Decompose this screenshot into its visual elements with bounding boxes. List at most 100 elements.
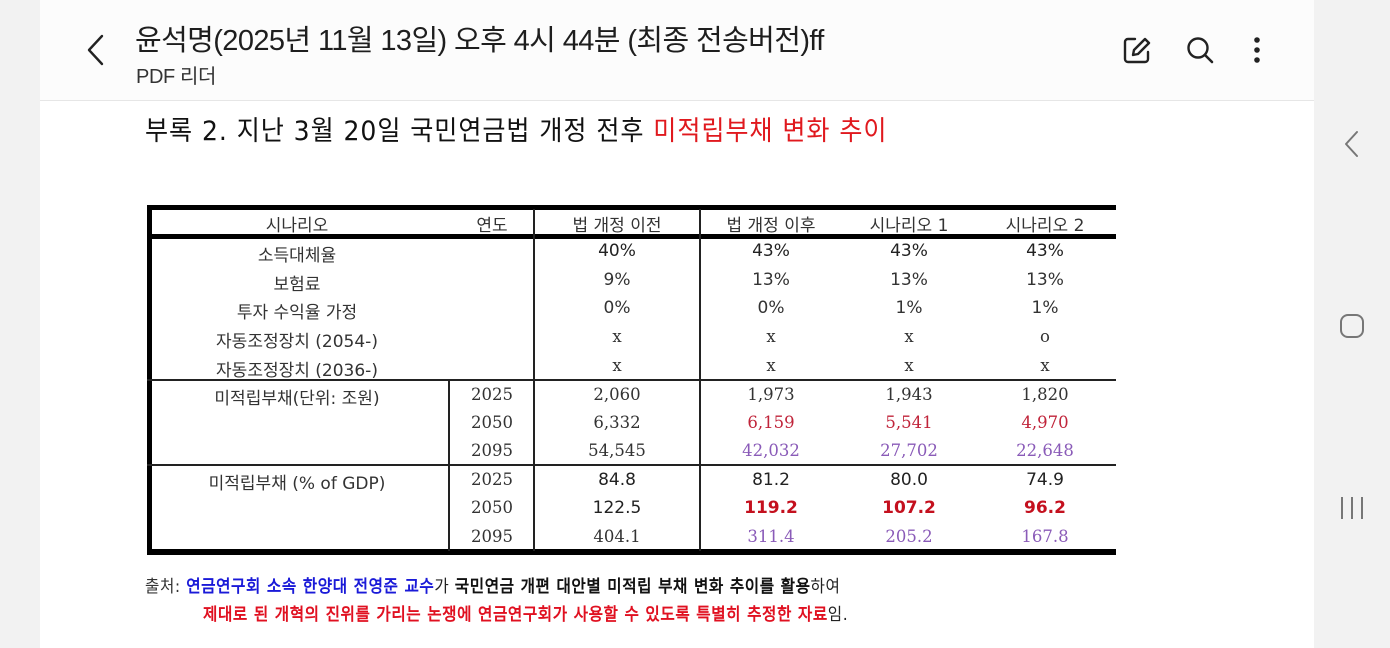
table-cell: 311.4 — [747, 527, 795, 546]
source-red-text: 제대로 된 개혁의 진위를 가리는 논쟁에 연금연구회가 사용할 수 있도록 특… — [203, 605, 828, 625]
table-cell: 167.8 — [1021, 527, 1069, 546]
app-subtitle: PDF 리더 — [136, 66, 216, 88]
table-cell: 205.2 — [885, 527, 933, 546]
edit-button[interactable] — [1117, 30, 1157, 70]
section-divider — [147, 464, 1116, 466]
table-cell: 1,943 — [885, 385, 933, 404]
section-divider — [147, 379, 1116, 381]
table-cell: x — [904, 327, 914, 346]
table-cell: 4,970 — [1021, 413, 1069, 432]
table-cell: 96.2 — [1024, 498, 1066, 518]
table-cell: 13% — [752, 270, 790, 290]
row-label: 투자 수익율 가정 — [236, 303, 358, 323]
table-cell: x — [612, 327, 622, 346]
year-cell: 2025 — [471, 385, 513, 404]
year-cell: 2095 — [471, 441, 513, 460]
table-cell: 119.2 — [744, 498, 798, 518]
table-cell: 6,332 — [593, 413, 641, 432]
year-cell: 2050 — [471, 413, 513, 432]
table-cell: 13% — [890, 270, 928, 290]
table-cell: 404.1 — [593, 527, 641, 546]
table-cell: 84.8 — [598, 470, 636, 490]
table-cell: x — [612, 356, 622, 375]
document-title: 윤석명(2025년 11월 13일) 오후 4시 44분 (최종 전송버전)ff — [135, 25, 824, 57]
table-cell: 0% — [603, 298, 631, 318]
table-cell: 43% — [752, 241, 790, 261]
nav-back-icon — [1345, 131, 1358, 157]
table-header-border — [147, 234, 1116, 239]
back-icon — [87, 34, 104, 66]
table-top-border — [147, 205, 1116, 210]
table-cell: 74.9 — [1026, 470, 1064, 490]
header-scenario-1: 시나리오 1 — [869, 216, 949, 236]
table-cell: x — [766, 327, 776, 346]
table-cell: x — [1040, 356, 1050, 375]
source-author: 연금연구회 소속 한양대 전영준 교수 — [186, 577, 435, 597]
column-divider — [533, 209, 535, 551]
table-cell: 42,032 — [742, 441, 800, 460]
source-line-2: 제대로 된 개혁의 진위를 가리는 논쟁에 연금연구회가 사용할 수 있도록 특… — [203, 600, 848, 625]
appendix-heading: 부록 2. 지난 3월 20일 국민연금법 개정 전후 미적립부채 변화 추이 — [145, 109, 887, 148]
table-cell: 5,541 — [885, 413, 933, 432]
left-gutter — [0, 0, 40, 648]
year-cell: 2095 — [471, 527, 513, 546]
table-cell: 0% — [757, 298, 785, 318]
table-bottom-border — [147, 549, 1116, 555]
table-cell: 13% — [1026, 270, 1064, 290]
column-divider — [448, 379, 450, 551]
table-cell: 40% — [598, 241, 636, 261]
row-label: 보험료 — [273, 275, 321, 295]
row-label: 자동조정장치 (2054-) — [216, 332, 378, 352]
source-label: 출처: — [145, 577, 187, 597]
table-cell: 6,159 — [747, 413, 795, 432]
edit-icon — [1123, 37, 1151, 64]
table-cell: 81.2 — [752, 470, 790, 490]
table-cell: 43% — [1026, 241, 1064, 261]
search-button[interactable] — [1180, 30, 1220, 70]
nav-recents-icon — [1341, 497, 1363, 519]
table-cell: x — [766, 356, 776, 375]
source-text: 임. — [827, 605, 849, 625]
table-cell: 43% — [890, 241, 928, 261]
nav-home-icon — [1340, 314, 1364, 338]
pdf-page[interactable]: 부록 2. 지난 3월 20일 국민연금법 개정 전후 미적립부채 변화 추이 … — [40, 101, 1314, 648]
table-cell: 80.0 — [890, 470, 928, 490]
section-label-debt-gdp: 미적립부채 (% of GDP) — [208, 474, 386, 494]
source-text: 가 — [434, 577, 455, 597]
header-year: 연도 — [476, 216, 508, 236]
nav-recents-button[interactable] — [1332, 488, 1372, 528]
header-before-reform: 법 개정 이전 — [572, 216, 662, 236]
table-cell: o — [1040, 327, 1050, 346]
table-cell: 2,060 — [593, 385, 641, 404]
table-cell: 1,820 — [1021, 385, 1069, 404]
table-cell: 1% — [895, 298, 923, 318]
source-text: 하여 — [810, 577, 841, 597]
table-cell: 1% — [1031, 298, 1059, 318]
section-label-debt-trillion: 미적립부채(단위: 조원) — [214, 389, 380, 409]
source-bold-text: 국민연금 개편 대안별 미적립 부채 변화 추이를 활용 — [454, 577, 811, 597]
table-cell: 54,545 — [588, 441, 646, 460]
back-button[interactable] — [80, 30, 112, 70]
table-cell: 9% — [603, 270, 631, 290]
header-scenario-2: 시나리오 2 — [1005, 216, 1085, 236]
column-divider — [699, 209, 701, 551]
nav-back-button[interactable] — [1332, 124, 1372, 164]
header-after-reform: 법 개정 이후 — [726, 216, 816, 236]
table-cell: 107.2 — [882, 498, 936, 518]
more-vert-icon — [1254, 37, 1260, 63]
table-cell: 122.5 — [592, 498, 642, 518]
header-scenario: 시나리오 — [265, 216, 329, 236]
pdf-reader-app: 윤석명(2025년 11월 13일) 오후 4시 44분 (최종 전송버전)ff… — [40, 0, 1314, 648]
debt-scenario-table: 시나리오 연도 법 개정 이전 법 개정 이후 시나리오 1 시나리오 2 소득… — [147, 205, 1116, 555]
table-cell: 27,702 — [880, 441, 938, 460]
row-label: 자동조정장치 (2036-) — [216, 361, 378, 381]
more-options-button[interactable] — [1237, 30, 1277, 70]
source-line-1: 출처: 연금연구회 소속 한양대 전영준 교수가 국민연금 개편 대안별 미적립… — [145, 572, 840, 597]
search-icon — [1187, 37, 1214, 64]
table-cell: x — [904, 356, 914, 375]
row-label: 소득대체율 — [257, 246, 337, 266]
heading-prefix: 부록 2. 지난 3월 20일 국민연금법 개정 전후 — [145, 116, 654, 147]
heading-highlight: 미적립부채 변화 추이 — [653, 116, 888, 147]
nav-home-button[interactable] — [1332, 306, 1372, 346]
table-cell: 1,973 — [747, 385, 795, 404]
